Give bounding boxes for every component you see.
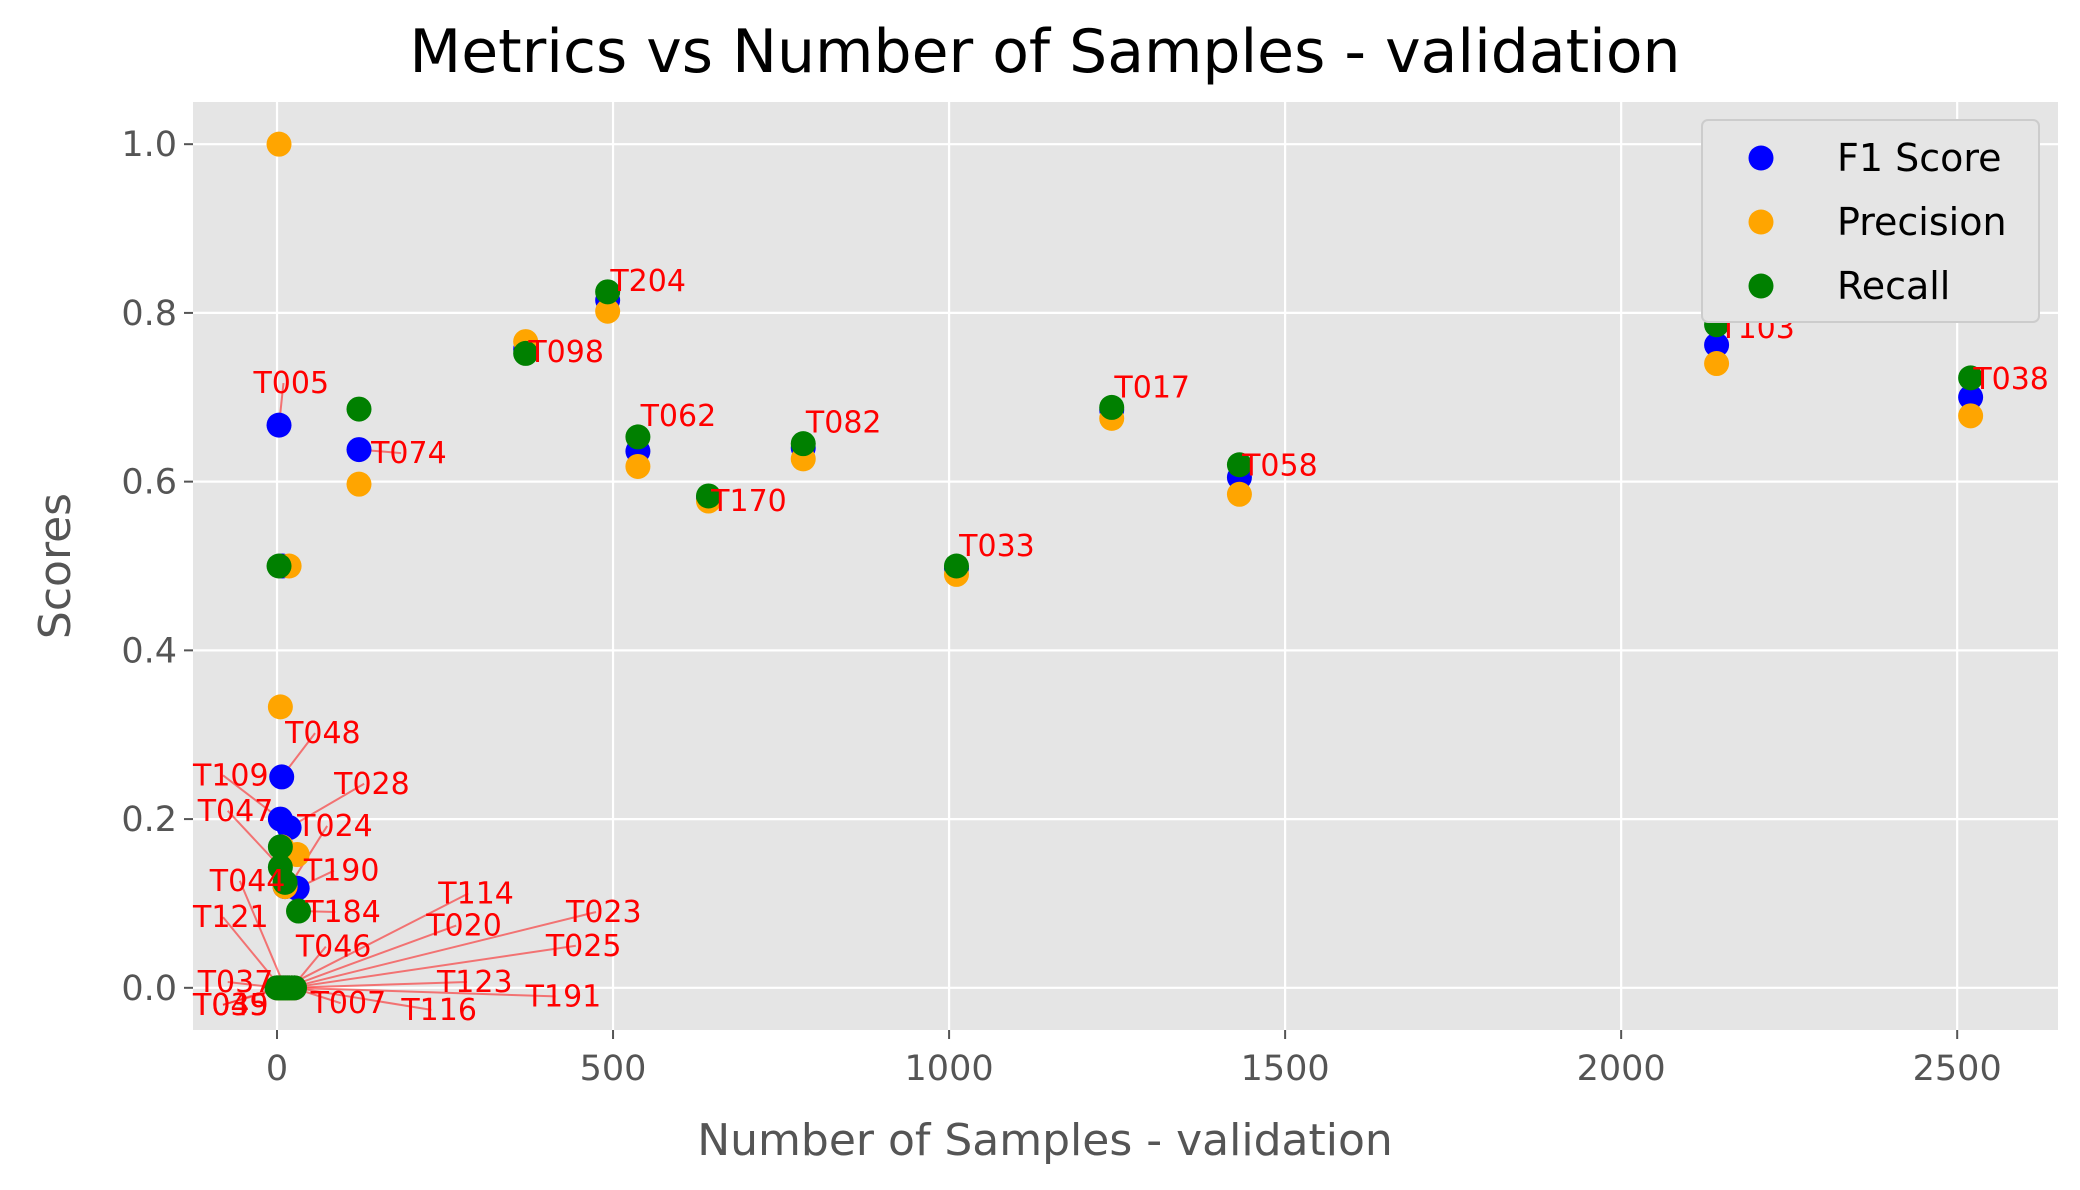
precision-point xyxy=(267,694,293,720)
legend-box xyxy=(1701,119,2040,323)
f1-score-point xyxy=(276,815,302,841)
y-tick-label: 0.8 xyxy=(121,294,177,334)
annotation-arrow xyxy=(296,988,432,1011)
annotation-arrow xyxy=(289,911,597,988)
annotation-label: T190 xyxy=(303,854,380,889)
x-tick-label: 2000 xyxy=(1577,1049,1666,1089)
y-axis-label: Scores xyxy=(30,493,81,639)
annotation-label: T062 xyxy=(640,399,717,434)
precision-point xyxy=(625,453,651,479)
annotation-arrow xyxy=(226,810,281,867)
legend-marker-f1-score xyxy=(1748,145,1774,171)
annotation-label: T058 xyxy=(1241,449,1318,484)
annotation-label: T047 xyxy=(197,794,274,829)
annotation-arrow xyxy=(222,916,281,988)
annotation-arrow xyxy=(284,892,469,987)
annotation-label: T024 xyxy=(296,809,373,844)
annotation-label: T005 xyxy=(252,366,329,401)
recall-point xyxy=(790,431,816,457)
legend-label-recall: Recall xyxy=(1837,264,1950,308)
precision-point xyxy=(1704,351,1730,377)
x-tick-label: 1000 xyxy=(905,1049,994,1089)
f1-score-point xyxy=(346,437,372,463)
annotation-arrow xyxy=(238,880,285,988)
annotation-label: T046 xyxy=(295,930,372,965)
annotation-label: T044 xyxy=(209,864,286,899)
annotation-label: T033 xyxy=(958,529,1035,564)
annotation-label: T037 xyxy=(197,965,274,1000)
f1-score-point xyxy=(269,764,295,790)
annotation-label: T123 xyxy=(436,965,513,1000)
y-tick-label: 0.0 xyxy=(121,969,177,1009)
y-tick-label: 1.0 xyxy=(121,125,177,165)
recall-point xyxy=(272,869,298,895)
y-tick-label: 0.6 xyxy=(121,463,177,503)
recall-point xyxy=(1958,365,1984,391)
annotation-label: T109 xyxy=(192,758,269,793)
annotation-label: T098 xyxy=(527,335,604,370)
annotation-label: T035 xyxy=(192,988,269,1023)
recall-point xyxy=(286,898,312,924)
recall-point xyxy=(1099,394,1125,420)
x-tick-label: 1500 xyxy=(1241,1049,1330,1089)
y-tick-label: 0.4 xyxy=(121,631,177,671)
annotation-label: T184 xyxy=(304,895,381,930)
recall-point xyxy=(266,553,292,579)
annotation-label: T204 xyxy=(609,264,686,299)
annotation-label: T038 xyxy=(1972,362,2049,397)
x-tick-label: 2500 xyxy=(1913,1049,2002,1089)
annotation-label: T017 xyxy=(1113,370,1190,405)
legend-marker-recall xyxy=(1748,273,1774,299)
annotation-arrow xyxy=(294,988,556,998)
annotation-label: T020 xyxy=(425,909,502,944)
recall-point xyxy=(513,340,539,366)
annotation-arrow xyxy=(286,924,457,988)
recall-point xyxy=(1226,452,1252,478)
recall-point xyxy=(695,483,721,509)
annotation-label: T023 xyxy=(565,895,642,930)
annotation-label: T049 xyxy=(192,988,269,1023)
annotation-label: T082 xyxy=(805,406,882,441)
legend-label-f1-score: F1 Score xyxy=(1837,136,2002,180)
precision-point xyxy=(266,131,292,157)
precision-point xyxy=(1958,403,1984,429)
annotation-label: T191 xyxy=(525,979,602,1014)
annotation-label: T170 xyxy=(710,484,787,519)
annotation-label: T116 xyxy=(400,993,477,1028)
recall-point xyxy=(943,553,969,579)
annotation-label: T121 xyxy=(192,900,269,935)
annotation-arrow xyxy=(290,944,576,988)
precision-point xyxy=(346,471,372,497)
legend-label-precision: Precision xyxy=(1837,200,2007,244)
annotation-label: T007 xyxy=(310,986,387,1021)
recall-point xyxy=(267,834,293,860)
annotation-label: T025 xyxy=(545,929,622,964)
recall-point xyxy=(625,424,651,450)
y-tick-label: 0.2 xyxy=(121,800,177,840)
annotation-arrow xyxy=(288,981,467,988)
precision-point xyxy=(1226,481,1252,507)
axis-ticks: 0 500 1000 1500 2000 2500 0.0 0.2 0.4 0.6 0.8 1.0 xyxy=(121,125,2001,1089)
chart-title: Metrics vs Number of Samples - validatio… xyxy=(409,17,1680,87)
data-points xyxy=(264,131,1984,1001)
x-axis-label: Number of Samples - validation xyxy=(697,1115,1393,1166)
x-tick-label: 500 xyxy=(580,1049,647,1089)
f1-score-point xyxy=(266,412,292,438)
recall-point xyxy=(595,279,621,305)
precision-point xyxy=(595,298,621,324)
x-tick-label: 0 xyxy=(266,1049,288,1089)
f1-score-point xyxy=(1958,384,1984,410)
annotation-label: T028 xyxy=(333,767,410,802)
legend-marker-precision xyxy=(1748,209,1774,235)
annotation-arrow xyxy=(289,782,365,828)
legend: F1 Score Precision Recall xyxy=(1701,119,2040,323)
annotation-label: T114 xyxy=(437,876,514,911)
recall-point xyxy=(346,396,372,422)
f1-score-point xyxy=(1704,332,1730,358)
recall-point xyxy=(281,975,307,1001)
annotation-label: T074 xyxy=(370,436,447,471)
annotation-label: T048 xyxy=(284,716,361,751)
